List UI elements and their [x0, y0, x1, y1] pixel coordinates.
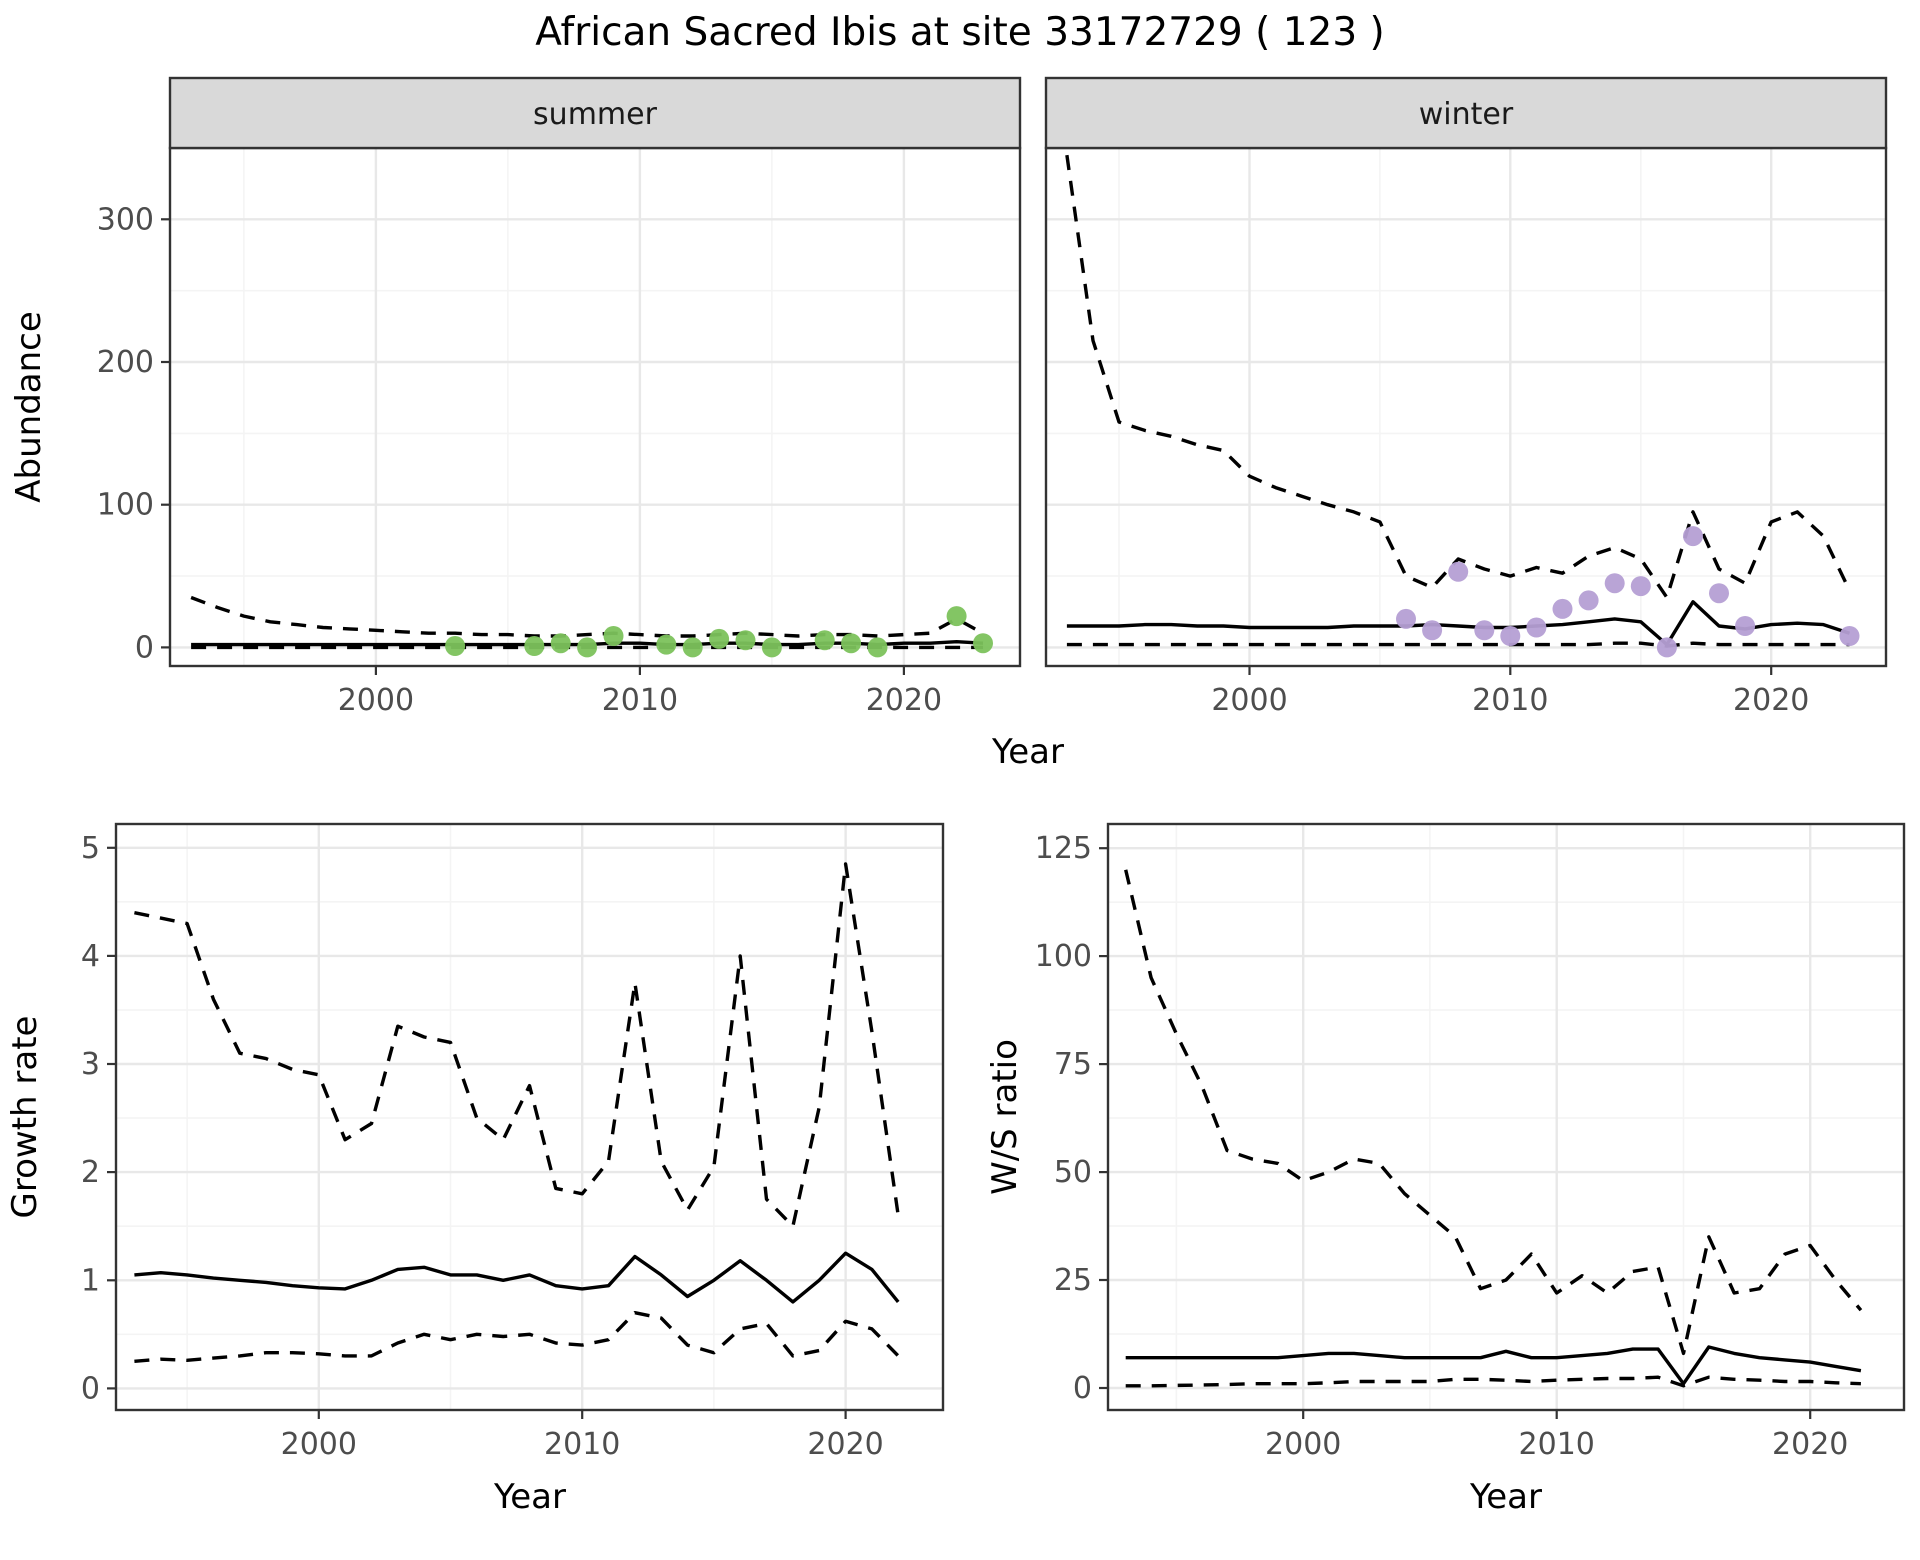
abundance-winter-lower-ci-line [1066, 641, 1850, 648]
y-axis-title: W/S ratio [985, 1039, 1025, 1195]
growth-rate-median-line [134, 1251, 900, 1304]
abundance-summer-observed-point [603, 626, 624, 646]
abundance-winter-observed-point [1500, 626, 1521, 646]
x-tick-label: 2010 [544, 1427, 620, 1462]
abundance-winter-observed-point [1396, 608, 1416, 629]
panel-border [114, 822, 945, 1412]
x-tick-label: 2020 [866, 683, 942, 718]
x-tick-label: 2010 [1519, 1427, 1595, 1462]
x-tick-label: 2020 [1772, 1427, 1848, 1462]
panel-border [1106, 822, 1906, 1412]
abundance-winter-observed-point [1709, 583, 1729, 604]
abundance-summer-observed-point [867, 637, 888, 658]
ws-ratio-median-line [1125, 1345, 1862, 1386]
abundance-summer-observed-point [735, 630, 756, 651]
x-tick-label: 2020 [1733, 683, 1809, 718]
x-tick-label: 2000 [1211, 683, 1287, 718]
y-tick-label: 4 [81, 939, 100, 974]
ws-ratio-chart: 2000 2010 2020 0 25 50 75 100 125 W/S ratio Year [985, 822, 1906, 1517]
abundance-winter-observed-point [1474, 620, 1495, 641]
abundance-summer-observed-point [946, 606, 967, 627]
y-tick-label: 100 [1035, 939, 1092, 974]
panel-background [116, 824, 943, 1410]
y-tick-label: 0 [1073, 1371, 1092, 1406]
abundance-winter-observed-point [1630, 576, 1651, 597]
abundance-winter-observed-point [1422, 620, 1443, 641]
x-tick-label: 2000 [281, 1427, 357, 1462]
growth-rate-chart: 2000 2010 2020 0 1 2 3 4 5 Growth rate Year [5, 822, 945, 1517]
growth-rate-lower-ci-line [134, 1311, 900, 1363]
abundance-summer-observed-point [841, 633, 862, 654]
x-axis-title: Year [1469, 1477, 1542, 1517]
abundance-summer-observed-point [761, 637, 782, 658]
panel-background [1046, 148, 1886, 666]
abundance-winter-observed-point [1448, 561, 1469, 582]
x-tick-label: 2020 [807, 1427, 883, 1462]
abundance-summer-observed-point [973, 633, 993, 654]
y-axis-title: Growth rate [5, 1016, 45, 1219]
ws-ratio-lower-ci-line [1125, 1375, 1861, 1388]
x-tick-label: 2000 [338, 683, 414, 718]
x-axis-title: Year [493, 1477, 566, 1517]
abundance-winter-observed-point [1735, 616, 1756, 636]
y-tick-label: 25 [1054, 1263, 1092, 1298]
abundance-winter-observed-point [1839, 626, 1860, 646]
abundance-summer-observed-point [550, 633, 571, 654]
y-tick-label: 200 [97, 345, 154, 380]
x-tick-label: 2010 [602, 683, 678, 718]
abundance-winter-observed-point [1683, 526, 1703, 547]
abundance-facet-chart: 2000 2010 2020 0 100 200 300 summer 2000 2010 2020… [9, 76, 1888, 772]
x-tick-label: 2010 [1472, 683, 1548, 718]
y-tick-label: 1 [81, 1263, 100, 1298]
y-tick-label: 100 [97, 488, 154, 523]
y-tick-label: 0 [81, 1371, 100, 1406]
figure-title: African Sacred Ibis at site 33172729 ( 1… [535, 10, 1385, 55]
y-tick-label: 300 [97, 202, 154, 237]
y-axis-title: Abundance [9, 311, 49, 503]
abundance-summer-observed-point [709, 628, 730, 649]
x-axis-title: Year [991, 732, 1064, 772]
growth-rate-upper-ci-line [134, 862, 900, 1228]
y-tick-label: 0 [135, 630, 154, 665]
y-tick-label: 75 [1054, 1047, 1092, 1082]
abundance-winter-upper-ci-line [1065, 154, 1852, 600]
y-tick-label: 2 [81, 1155, 100, 1190]
y-tick-label: 125 [1035, 831, 1092, 866]
abundance-winter-observed-point [1604, 573, 1625, 594]
abundance-winter-observed-point [1656, 637, 1677, 658]
ws-ratio-upper-ci-line [1124, 869, 1863, 1356]
abundance-winter-observed-point [1526, 617, 1547, 638]
facet-strip [1044, 76, 1888, 150]
abundance-summer-observed-point [445, 636, 466, 656]
x-tick-label: 2000 [1265, 1427, 1341, 1462]
abundance-summer-observed-point [682, 637, 703, 658]
panel-background [1108, 824, 1904, 1410]
facet-strip [168, 76, 1022, 150]
abundance-winter-observed-point [1552, 598, 1573, 619]
abundance-summer-observed-point [524, 636, 545, 656]
abundance-summer-observed-point [656, 634, 677, 655]
abundance-winter-observed-point [1578, 590, 1599, 611]
abundance-summer-observed-point [577, 637, 598, 658]
facet-strip-label: winter [1419, 97, 1514, 132]
facet-strip-label: summer [533, 97, 658, 132]
abundance-winter-median-line [1066, 600, 1851, 647]
y-tick-label: 5 [81, 831, 100, 866]
panel-background [170, 148, 1020, 666]
abundance-summer-observed-point [814, 630, 835, 651]
y-tick-label: 50 [1054, 1155, 1092, 1190]
y-tick-label: 3 [81, 1047, 100, 1082]
